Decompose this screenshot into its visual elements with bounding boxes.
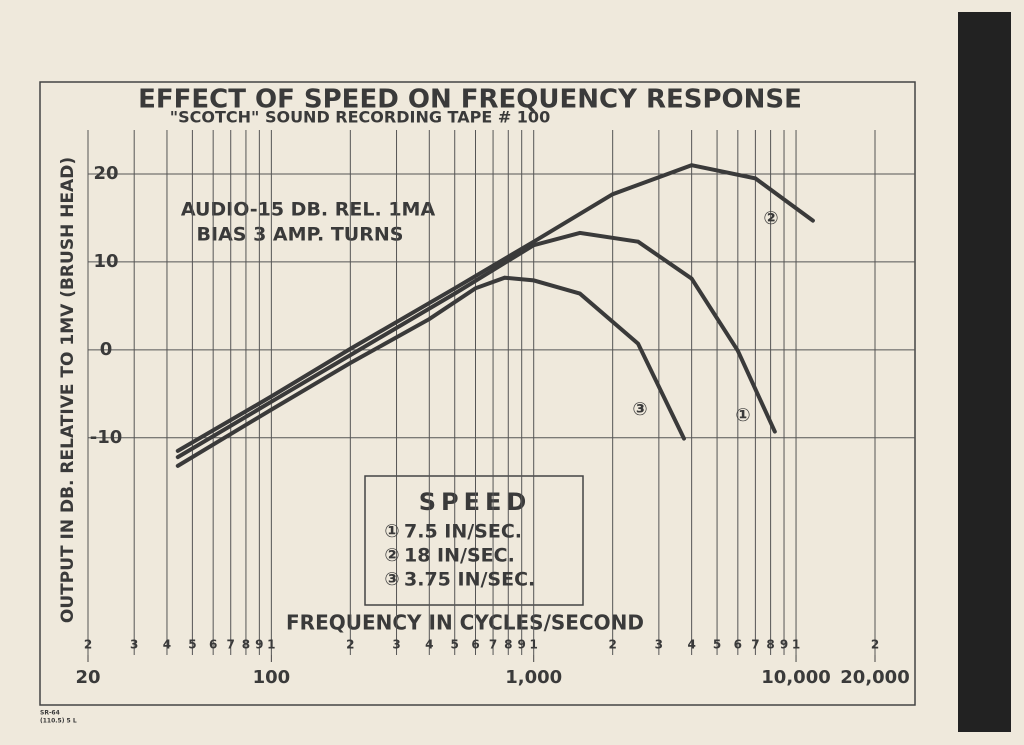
legend-marker: ③ — [384, 569, 399, 590]
x-tick-label: 10,000 — [761, 667, 830, 688]
x-tick-label: 100 — [253, 667, 291, 688]
dark-edge — [958, 12, 1011, 732]
y-tick-label: 10 — [93, 251, 118, 272]
x-minor-tick-label: 9 — [780, 638, 788, 652]
footnote: (110.5) 5 L — [40, 718, 77, 725]
legend-marker: ② — [384, 545, 399, 566]
x-minor-tick-label: 7 — [489, 638, 497, 652]
x-minor-tick-label: 6 — [734, 638, 742, 652]
x-minor-tick-label: 5 — [188, 638, 196, 652]
legend-label: 7.5 IN/SEC. — [404, 521, 522, 543]
curve-label: ① — [735, 405, 750, 426]
x-minor-tick-label: 8 — [242, 638, 250, 652]
x-minor-tick-label: 7 — [751, 638, 759, 652]
x-minor-tick-label: 2 — [84, 638, 92, 652]
curve — [175, 230, 777, 460]
x-minor-tick-label: 3 — [392, 638, 400, 652]
curve — [175, 275, 686, 468]
x-minor-tick-label: 2 — [346, 638, 354, 652]
x-minor-tick-label: 1 — [267, 638, 275, 652]
x-minor-tick-label: 2 — [871, 638, 879, 652]
x-minor-tick-label: 7 — [227, 638, 235, 652]
legend-label: 18 IN/SEC. — [404, 545, 515, 567]
x-tick-label: 20,000 — [840, 667, 909, 688]
y-axis-label: OUTPUT IN DB. RELATIVE TO 1MV (BRUSH HEA… — [58, 157, 78, 623]
x-tick-label: 1,000 — [505, 667, 562, 688]
x-tick-label: 20 — [75, 667, 100, 688]
x-minor-tick-label: 4 — [687, 638, 695, 652]
x-minor-tick-label: 5 — [451, 638, 459, 652]
chart-title: EFFECT OF SPEED ON FREQUENCY RESPONSE — [138, 85, 802, 115]
curve-label: ③ — [632, 399, 647, 420]
x-minor-tick-label: 4 — [163, 638, 171, 652]
x-minor-tick-label: 9 — [518, 638, 526, 652]
x-minor-tick-label: 1 — [792, 638, 800, 652]
x-minor-tick-label: 3 — [655, 638, 663, 652]
x-axis-label: FREQUENCY IN CYCLES/SECOND — [286, 611, 644, 635]
x-minor-tick-label: 5 — [713, 638, 721, 652]
x-minor-tick-label: 2 — [608, 638, 616, 652]
x-minor-tick-label: 1 — [530, 638, 538, 652]
frame — [39, 81, 916, 706]
x-minor-tick-label: 6 — [471, 638, 479, 652]
x-minor-tick-label: 6 — [209, 638, 217, 652]
annotation: BIAS 3 AMP. TURNS — [197, 224, 404, 246]
curve — [175, 163, 815, 453]
x-minor-tick-label: 8 — [766, 638, 774, 652]
legend-label: 3.75 IN/SEC. — [404, 569, 535, 591]
legend-box — [364, 475, 584, 606]
y-tick-label: 0 — [100, 339, 113, 360]
x-minor-tick-label: 4 — [425, 638, 433, 652]
y-tick-label: -10 — [90, 427, 123, 448]
y-tick-label: 20 — [93, 163, 118, 184]
footnote: SR-64 — [40, 710, 60, 717]
legend-marker: ① — [384, 521, 399, 542]
x-minor-tick-label: 3 — [130, 638, 138, 652]
x-minor-tick-label: 9 — [255, 638, 263, 652]
annotation: AUDIO-15 DB. REL. 1MA — [181, 199, 436, 221]
chart-subtitle: "SCOTCH" SOUND RECORDING TAPE # 100 — [170, 108, 550, 127]
curve-label: ② — [763, 208, 778, 229]
x-minor-tick-label: 8 — [504, 638, 512, 652]
